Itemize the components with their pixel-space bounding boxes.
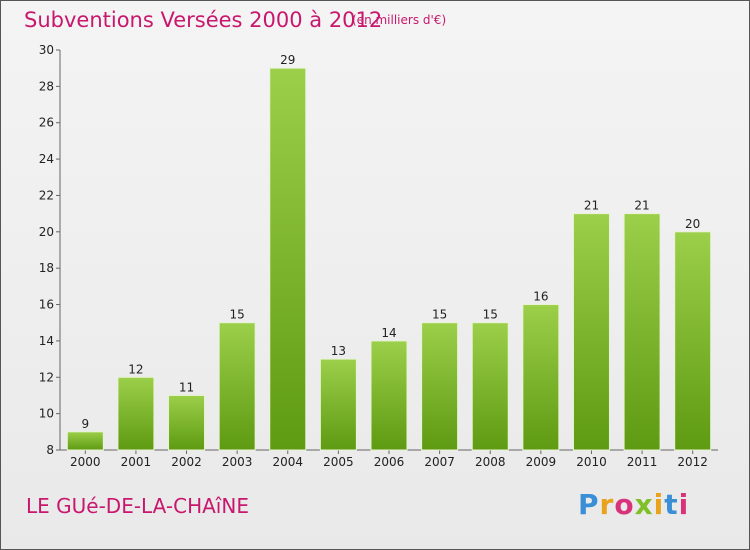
y-tick-label: 18 [39, 261, 54, 275]
x-tick-label-2012: 2012 [677, 455, 708, 469]
y-tick-label: 26 [39, 116, 54, 130]
x-tick-label-2010: 2010 [576, 455, 607, 469]
x-tick-label-2009: 2009 [526, 455, 557, 469]
town-name: LE GUé-DE-LA-CHAîNE [26, 494, 249, 518]
x-tick-label-2001: 2001 [121, 455, 152, 469]
x-tick-label-2005: 2005 [323, 455, 354, 469]
y-tick-label: 16 [39, 298, 54, 312]
proxiti-logo: Proxiti [578, 488, 690, 521]
bar-2001 [117, 376, 155, 451]
x-tick-label-2008: 2008 [475, 455, 506, 469]
y-tick-label: 28 [39, 79, 54, 93]
value-label-2001: 12 [128, 362, 143, 376]
value-label-2007: 15 [432, 308, 447, 322]
bar-2004 [269, 67, 307, 451]
value-label-2003: 15 [230, 308, 245, 322]
value-label-2005: 13 [331, 344, 346, 358]
value-label-2002: 11 [179, 380, 194, 394]
value-label-2010: 21 [584, 199, 599, 213]
bar-2005 [319, 358, 357, 451]
bar-2007 [421, 322, 459, 451]
x-tick-label-2006: 2006 [374, 455, 405, 469]
y-tick-label: 12 [39, 370, 54, 384]
bar-2008 [471, 322, 509, 451]
value-label-2004: 29 [280, 53, 295, 67]
y-tick-label: 24 [39, 152, 54, 166]
y-tick-label: 20 [39, 225, 54, 239]
bar-2012 [674, 231, 712, 451]
x-tick-label-2007: 2007 [424, 455, 455, 469]
bar-2010 [572, 213, 610, 451]
x-tick-label-2002: 2002 [171, 455, 202, 469]
bars: 9 12 11 15 29 13 14 15 15 16 21 21 20 [66, 53, 712, 451]
bar-2011 [623, 213, 661, 451]
bar-2002 [168, 394, 206, 451]
y-tick-label: 22 [39, 188, 54, 202]
value-label-2012: 20 [685, 217, 700, 231]
y-tick-label: 10 [39, 407, 54, 421]
bar-2003 [218, 322, 256, 451]
y-tick-label: 8 [46, 443, 54, 457]
bar-2006 [370, 340, 408, 451]
x-tick-label-2003: 2003 [222, 455, 253, 469]
x-tick-label-2004: 2004 [272, 455, 303, 469]
value-label-2008: 15 [483, 308, 498, 322]
y-tick-label: 14 [39, 334, 54, 348]
value-label-2000: 9 [81, 417, 89, 431]
chart-title: Subventions Versées 2000 à 2012 [24, 8, 383, 32]
bar-2000 [66, 431, 104, 451]
chart-subtitle: (en milliers d'€) [352, 13, 447, 27]
x-tick-label-2011: 2011 [627, 455, 658, 469]
value-label-2011: 21 [634, 199, 649, 213]
bar-2009 [522, 304, 560, 451]
x-tick-label-2000: 2000 [70, 455, 101, 469]
y-tick-label: 30 [39, 43, 54, 57]
value-label-2006: 14 [381, 326, 396, 340]
value-label-2009: 16 [533, 290, 548, 304]
